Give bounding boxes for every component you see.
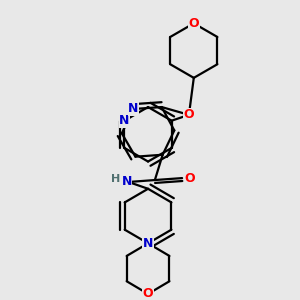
- Text: O: O: [184, 108, 194, 121]
- Text: O: O: [184, 172, 195, 184]
- Text: N: N: [119, 114, 130, 127]
- Text: O: O: [143, 287, 153, 300]
- Text: N: N: [128, 103, 139, 116]
- Text: N: N: [122, 176, 132, 188]
- Text: H: H: [111, 174, 121, 184]
- Text: N: N: [143, 237, 153, 250]
- Text: O: O: [188, 17, 199, 30]
